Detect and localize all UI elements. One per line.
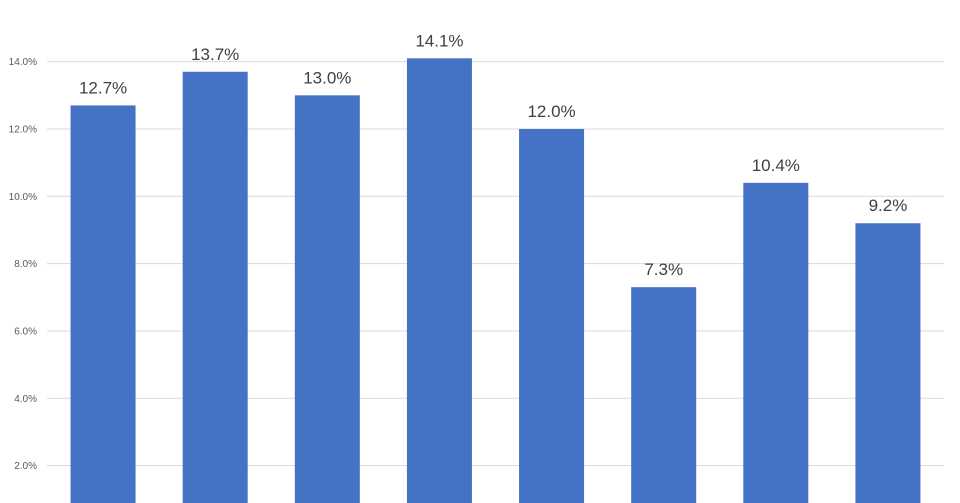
bar	[631, 287, 697, 503]
y-tick-label: 10.0%	[9, 192, 37, 203]
y-tick-label: 8.0%	[14, 259, 37, 270]
data-label: 10.4%	[752, 156, 800, 175]
gridlines	[47, 61, 944, 467]
bars	[70, 58, 921, 503]
bar	[855, 223, 921, 503]
y-tick-label: 2.0%	[14, 461, 37, 472]
y-tick-label: 14.0%	[9, 57, 37, 68]
bar	[519, 128, 585, 503]
data-label: 14.1%	[415, 31, 463, 50]
y-axis-tick-labels: 2.0% 4.0% 6.0% 8.0% 10.0% 12.0% 14.0%	[9, 57, 37, 472]
bar	[70, 105, 136, 503]
data-label: 12.0%	[527, 102, 575, 121]
data-label: 7.3%	[644, 260, 683, 279]
bar	[743, 182, 809, 503]
bar	[182, 71, 248, 503]
y-tick-label: 6.0%	[14, 326, 37, 337]
bar	[406, 58, 472, 503]
y-tick-label: 4.0%	[14, 394, 37, 405]
data-label: 9.2%	[869, 196, 908, 215]
data-label: 13.0%	[303, 68, 351, 87]
bar	[294, 95, 360, 503]
data-label: 13.7%	[191, 45, 239, 64]
y-tick-label: 12.0%	[9, 124, 37, 135]
data-labels: 12.7% 13.7% 13.0% 14.1% 12.0% 7.3% 10.4% 9.2%	[79, 31, 907, 279]
data-label: 12.7%	[79, 78, 127, 97]
